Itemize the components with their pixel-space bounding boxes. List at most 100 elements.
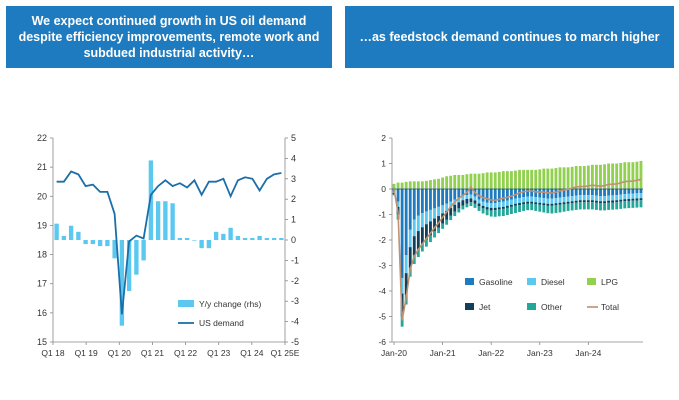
other-bar [542,205,546,213]
other-bar [627,200,631,209]
y-tick-label: -2 [378,235,386,245]
other-bar [433,231,436,238]
diesel-bar [595,195,598,201]
diesel-bar [489,203,493,208]
yy-change-bar [192,240,197,241]
lpg-bar [570,166,574,189]
yy-change-bar [177,237,183,240]
other-bar [457,208,461,213]
gasoline-bar [404,189,408,256]
x-tick-label: Jan-20 [381,348,407,358]
jet-bar [445,210,449,220]
diesel-bar [534,197,538,203]
y-tick-label: -3 [378,261,386,271]
gasoline-bar [420,189,424,214]
x-tick-label: Jan-23 [527,348,553,358]
lpg-bar [404,181,408,189]
jet-bar [590,200,594,203]
lpg-bar [449,175,453,189]
yy-change-bar [221,233,226,240]
gasoline-bar [424,189,428,212]
right-y-tick-label: -1 [291,255,299,265]
y-tick-label: -5 [378,312,386,322]
legend-swatch-jet [465,303,474,310]
yy-change-bar [155,201,161,240]
left-y-tick-label: 18 [37,250,47,260]
gasoline-bar [449,189,453,202]
gasoline-bar [615,189,619,196]
jet-bar [461,200,465,206]
lpg-bar [457,174,461,189]
x-tick-label: Q1 20 [108,348,131,358]
yy-change-bar [228,227,233,240]
gasoline-bar [590,189,594,196]
gasoline-bar [457,189,461,198]
yy-change-bar [213,231,219,240]
yy-change-bar [126,240,132,291]
gasoline-bar [566,189,570,197]
other-bar [461,205,465,210]
lpg-bar [586,165,590,189]
yy-change-bar [54,223,59,240]
other-bar [546,205,550,214]
diesel-bar [424,211,428,225]
jet-bar [465,198,469,204]
other-bar [590,202,594,210]
diesel-bar [473,196,477,201]
jet-bar [534,202,538,205]
gasoline-bar [441,189,445,206]
lpg-bar [574,166,578,189]
jet-bar [595,200,598,203]
lpg-bar [530,169,534,189]
jet-bar [424,224,428,240]
right-y-tick-label: 4 [291,153,296,163]
left-y-tick-label: 22 [37,133,47,143]
yy-change-bar [68,225,74,240]
gasoline-bar [586,189,590,196]
right-y-tick-label: 1 [291,215,296,225]
lpg-bar [631,162,635,189]
diesel-bar [481,201,485,206]
jet-bar [562,202,566,205]
yy-change-bar [235,235,241,240]
lpg-bar [433,179,436,189]
other-bar [578,202,582,210]
left-chart-header-text: We expect continued growth in US oil dem… [18,14,320,60]
diesel-bar [619,194,623,200]
jet-bar [538,202,542,205]
gasoline-bar [497,189,501,203]
gasoline-bar [574,189,578,196]
x-tick-label: Q1 21 [141,348,164,358]
other-bar [530,203,534,211]
diesel-bar [514,198,517,204]
gasoline-bar [501,189,505,202]
other-bar [514,205,517,213]
left-legend: Y/y change (rhs) US demand [178,299,262,328]
right-y-tick-label: -4 [291,317,299,327]
lpg-bar [603,164,606,189]
x-tick-label: Q1 22 [174,348,197,358]
diesel-bar [542,198,546,204]
other-bar [485,209,489,216]
gasoline-bar [570,189,574,197]
gasoline-bar [558,189,562,198]
x-tick-label: Q1 25E [271,348,300,358]
gasoline-bar [416,189,420,216]
gasoline-bar [437,189,440,207]
other-bar [554,205,558,213]
lpg-bar [599,164,602,189]
diesel-bar [582,195,586,201]
diesel-bar [420,213,424,228]
lpg-bar [420,181,424,189]
gasoline-bar [631,189,635,194]
yy-change-bar [264,237,270,240]
other-bar [518,205,521,212]
other-bar [412,255,416,264]
jet-bar [420,227,424,244]
jet-bar [412,236,416,256]
diesel-bar [510,199,513,205]
jet-bar [429,221,432,236]
jet-bar [611,200,615,203]
total-line [393,178,642,321]
